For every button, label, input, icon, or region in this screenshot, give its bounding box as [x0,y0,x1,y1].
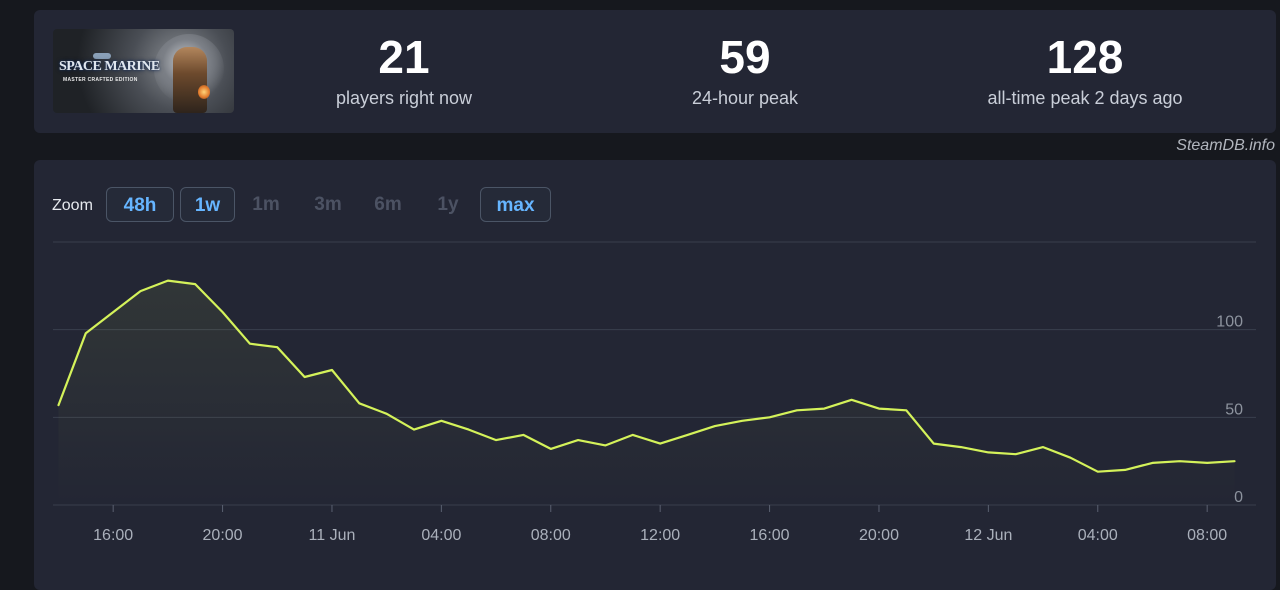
x-tick-label: 16:00 [93,527,133,544]
stat-all-time-peak: 128 all-time peak 2 days ago [935,32,1235,109]
zoom-1w-button[interactable]: 1w [180,187,235,222]
x-tick-label: 16:00 [750,527,790,544]
x-tick-label: 04:00 [421,527,461,544]
series-area [58,280,1235,505]
stat-players-now-value: 21 [378,31,430,83]
stat-all-time-peak-label: all-time peak 2 days ago [987,88,1183,108]
series-line-players [57,279,1236,473]
steamdb-watermark: SteamDB.info [1176,137,1275,154]
game-logo-text: SPACE MARINE [59,59,160,74]
y-tick-label: 0 [1234,489,1243,506]
stat-players-now-label: players right now [335,88,473,108]
game-logo-subtitle: MASTER CRAFTED EDITION [63,77,138,83]
x-tick-label: 12:00 [640,527,680,544]
thumbnail-character-art [173,47,207,113]
thumbnail-fire-art [198,85,210,99]
stat-24h-peak: 59 24-hour peak [595,32,895,109]
game-thumbnail[interactable]: SPACE MARINE MASTER CRAFTED EDITION [53,29,234,113]
zoom-1y-button[interactable]: 1y [437,194,459,215]
zoom-label: Zoom [52,197,93,214]
zoom-3m-button[interactable]: 3m [314,194,342,215]
zoom-max-button[interactable]: max [480,187,551,222]
x-tick-label: 12 Jun [964,527,1012,544]
stat-24h-peak-value: 59 [719,31,771,83]
x-tick-label: 08:00 [1187,527,1227,544]
player-count-chart[interactable]: 0 50 100 16:00 20:00 11 Jun 04:00 08:00 12:00 16:… [34,160,1276,578]
zoom-1m-button[interactable]: 1m [252,194,280,215]
stats-card: SPACE MARINE MASTER CRAFTED EDITION 21 p… [34,10,1276,133]
x-tick-label: 11 Jun [309,527,356,544]
x-tick-label: 08:00 [531,527,571,544]
x-tick-label: 20:00 [859,527,899,544]
logo-emblem-icon [93,53,111,59]
x-tick-label: 04:00 [1078,527,1118,544]
zoom-6m-button[interactable]: 6m [374,194,402,215]
stat-24h-peak-label: 24-hour peak [691,88,799,108]
stat-players-now: 21 players right now [254,32,554,109]
y-tick-label: 50 [1225,401,1243,418]
chart-card: Zoom 48h 1w 1m 3m 6m 1y max 0 50 100 16:00 2… [34,160,1276,590]
y-tick-label: 100 [1216,314,1243,331]
stat-all-time-peak-value: 128 [1046,31,1124,83]
x-tick-label: 20:00 [203,527,243,544]
zoom-48h-button[interactable]: 48h [106,187,174,222]
